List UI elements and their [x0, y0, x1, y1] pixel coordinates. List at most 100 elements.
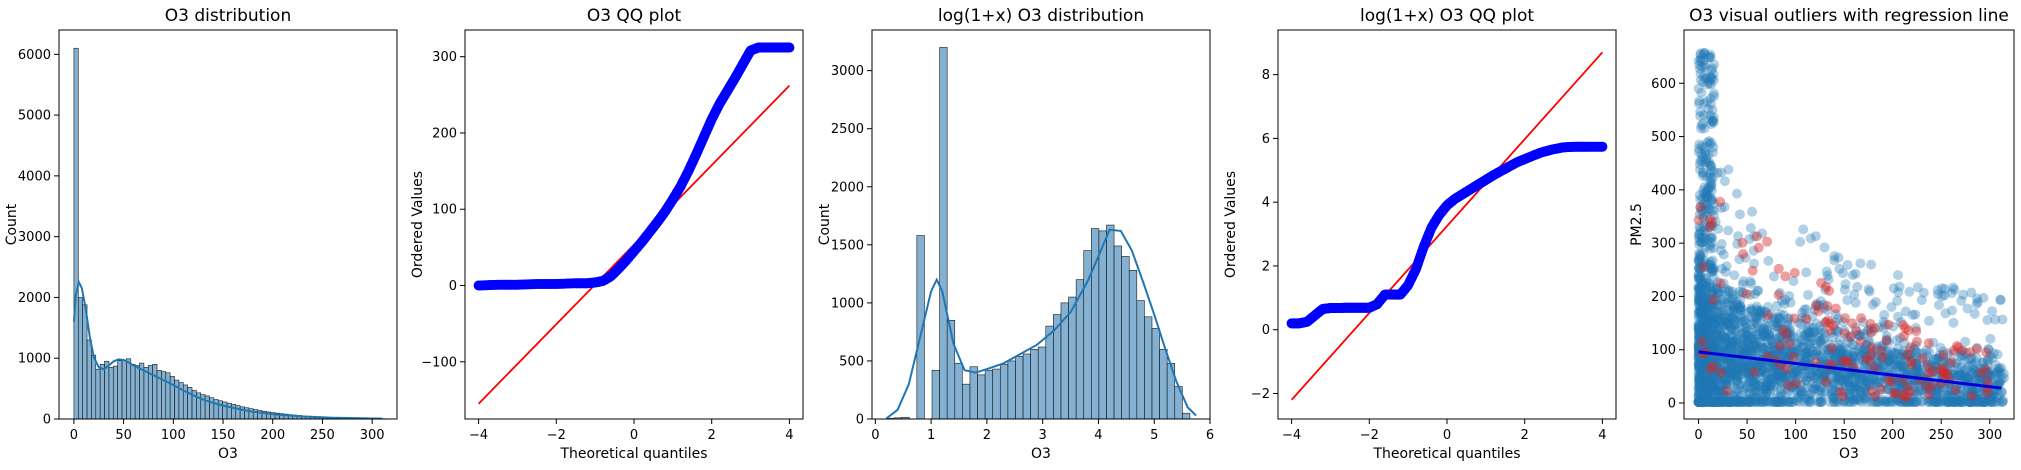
scatter-point	[1819, 366, 1830, 377]
scatter-point	[1843, 336, 1854, 347]
scatter-point	[1940, 308, 1951, 319]
scatter-point	[1821, 266, 1832, 277]
scatter-point	[1775, 393, 1786, 404]
scatter-point	[1850, 268, 1861, 279]
scatter-point	[1718, 316, 1729, 327]
scatter-point	[1694, 227, 1705, 238]
scatter-point	[1895, 359, 1906, 370]
scatter-point	[1860, 344, 1871, 355]
scatter-point	[1746, 303, 1757, 314]
scatter-point	[1799, 396, 1810, 407]
scatter-point	[1821, 370, 1832, 381]
scatter-point	[1866, 259, 1877, 270]
scatter-point	[1834, 335, 1845, 346]
scatter-point	[1782, 347, 1793, 358]
scatter-point	[1883, 356, 1894, 367]
scatter-point	[1819, 371, 1830, 382]
scatter-point	[1706, 267, 1717, 278]
outlier-point	[1822, 300, 1833, 311]
scatter-point	[1749, 376, 1760, 387]
scatter-point	[1858, 345, 1869, 356]
scatter-point	[1961, 386, 1972, 397]
scatter-point	[1938, 365, 1949, 376]
scatter-point	[1693, 285, 1704, 296]
outlier-point	[1741, 288, 1752, 299]
scatter-point	[1948, 396, 1959, 407]
scatter-point	[1857, 316, 1868, 327]
scatter-point	[1732, 394, 1743, 405]
scatter-point	[1863, 324, 1874, 335]
scatter-point	[1829, 345, 1840, 356]
scatter-point	[1774, 345, 1785, 356]
scatter-point	[1693, 324, 1704, 335]
x-tick-label: 4	[1598, 428, 1606, 443]
outlier-point	[1905, 342, 1916, 353]
scatter-point	[1825, 352, 1836, 363]
scatter-point	[1713, 335, 1724, 346]
scatter-point	[1711, 329, 1722, 340]
scatter-point	[1995, 368, 2006, 379]
scatter-point	[1736, 309, 1747, 320]
scatter-point	[1892, 348, 1903, 359]
scatter-point	[1876, 396, 1887, 407]
scatter-point	[1808, 349, 1819, 360]
scatter-point	[1696, 336, 1707, 347]
scatter-point	[1926, 369, 1937, 380]
scatter-point	[1706, 264, 1717, 275]
scatter-point	[1711, 330, 1722, 341]
scatter-point	[1785, 364, 1796, 375]
scatter-point	[1745, 396, 1756, 407]
outlier-point	[1865, 327, 1876, 338]
scatter-point	[1711, 361, 1722, 372]
scatter-point	[1840, 371, 1851, 382]
y-axis-label: Ordered Values	[410, 171, 426, 278]
scatter-point	[1773, 363, 1784, 374]
scatter-point	[1708, 263, 1719, 274]
scatter-point	[1909, 366, 1920, 377]
scatter-point	[1982, 315, 1993, 326]
scatter-point	[1912, 362, 1923, 373]
scatter-point	[1701, 396, 1712, 407]
scatter-point	[1928, 337, 1939, 348]
scatter-point	[1952, 388, 1963, 399]
scatter-point	[1838, 342, 1849, 353]
scatter-point	[1693, 396, 1704, 407]
scatter-point	[1983, 368, 1994, 379]
scatter-point	[1694, 327, 1705, 338]
scatter-point	[1932, 285, 1943, 296]
scatter-point	[1882, 384, 1893, 395]
scatter-point	[1887, 376, 1898, 387]
y-tick-label: 0	[449, 279, 457, 294]
scatter-point	[1873, 362, 1884, 373]
scatter-point	[1975, 393, 1986, 404]
scatter-point	[1824, 396, 1835, 407]
x-tick-label: 50	[1739, 428, 1756, 443]
scatter-point	[1956, 295, 1967, 306]
scatter-point	[1815, 336, 1826, 347]
scatter-point	[1695, 336, 1706, 347]
y-tick-label: 2000	[831, 180, 864, 195]
histogram-bar	[1015, 355, 1024, 419]
histogram-bar	[1030, 349, 1039, 419]
scatter-point	[1799, 383, 1810, 394]
scatter-point	[1862, 377, 1873, 388]
scatter-point	[1702, 192, 1713, 203]
scatter-point	[1717, 396, 1728, 407]
scatter-point	[1699, 363, 1710, 374]
histogram-bar	[143, 367, 149, 419]
scatter-point	[1716, 391, 1727, 402]
scatter-point	[1696, 297, 1707, 308]
scatter-point	[1720, 333, 1731, 344]
scatter-point	[1693, 332, 1704, 343]
scatter-point	[1918, 287, 1929, 298]
scatter-point	[1880, 395, 1891, 406]
scatter-point	[1804, 321, 1815, 332]
scatter-point	[1863, 284, 1874, 295]
scatter-point	[1753, 285, 1764, 296]
outlier-point	[1780, 271, 1791, 282]
scatter-point	[1822, 377, 1833, 388]
scatter-point	[1854, 331, 1865, 342]
scatter-point	[1850, 322, 1861, 333]
scatter-point	[1818, 344, 1829, 355]
scatter-point	[1881, 396, 1892, 407]
